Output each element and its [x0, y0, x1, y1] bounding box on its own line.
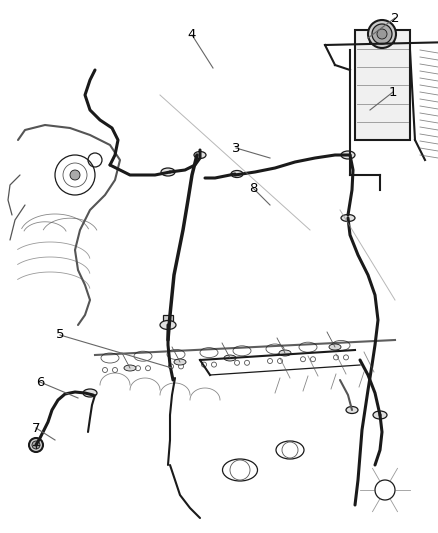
Text: 7: 7: [32, 422, 40, 434]
Bar: [370, 30, 394, 42]
Bar: [163, 315, 173, 321]
Text: 5: 5: [56, 328, 64, 342]
Text: 4: 4: [188, 28, 196, 42]
Circle shape: [377, 29, 387, 39]
Circle shape: [29, 438, 43, 452]
Ellipse shape: [124, 365, 136, 371]
Text: 2: 2: [391, 12, 399, 25]
Ellipse shape: [194, 151, 206, 158]
Ellipse shape: [329, 344, 341, 350]
Circle shape: [32, 441, 40, 449]
Circle shape: [372, 24, 392, 44]
Text: 6: 6: [36, 376, 44, 389]
Bar: [355, 30, 410, 140]
Ellipse shape: [341, 151, 355, 159]
Ellipse shape: [83, 389, 97, 397]
Circle shape: [70, 170, 80, 180]
Ellipse shape: [224, 355, 236, 361]
Ellipse shape: [160, 320, 176, 329]
Circle shape: [368, 20, 396, 48]
Ellipse shape: [174, 359, 186, 365]
Ellipse shape: [279, 350, 291, 356]
Text: 3: 3: [232, 141, 240, 155]
Text: 1: 1: [389, 85, 397, 99]
Ellipse shape: [341, 214, 355, 222]
Ellipse shape: [161, 168, 175, 176]
Ellipse shape: [346, 407, 358, 414]
Text: 8: 8: [249, 182, 257, 195]
Ellipse shape: [231, 171, 243, 177]
Ellipse shape: [373, 411, 387, 419]
